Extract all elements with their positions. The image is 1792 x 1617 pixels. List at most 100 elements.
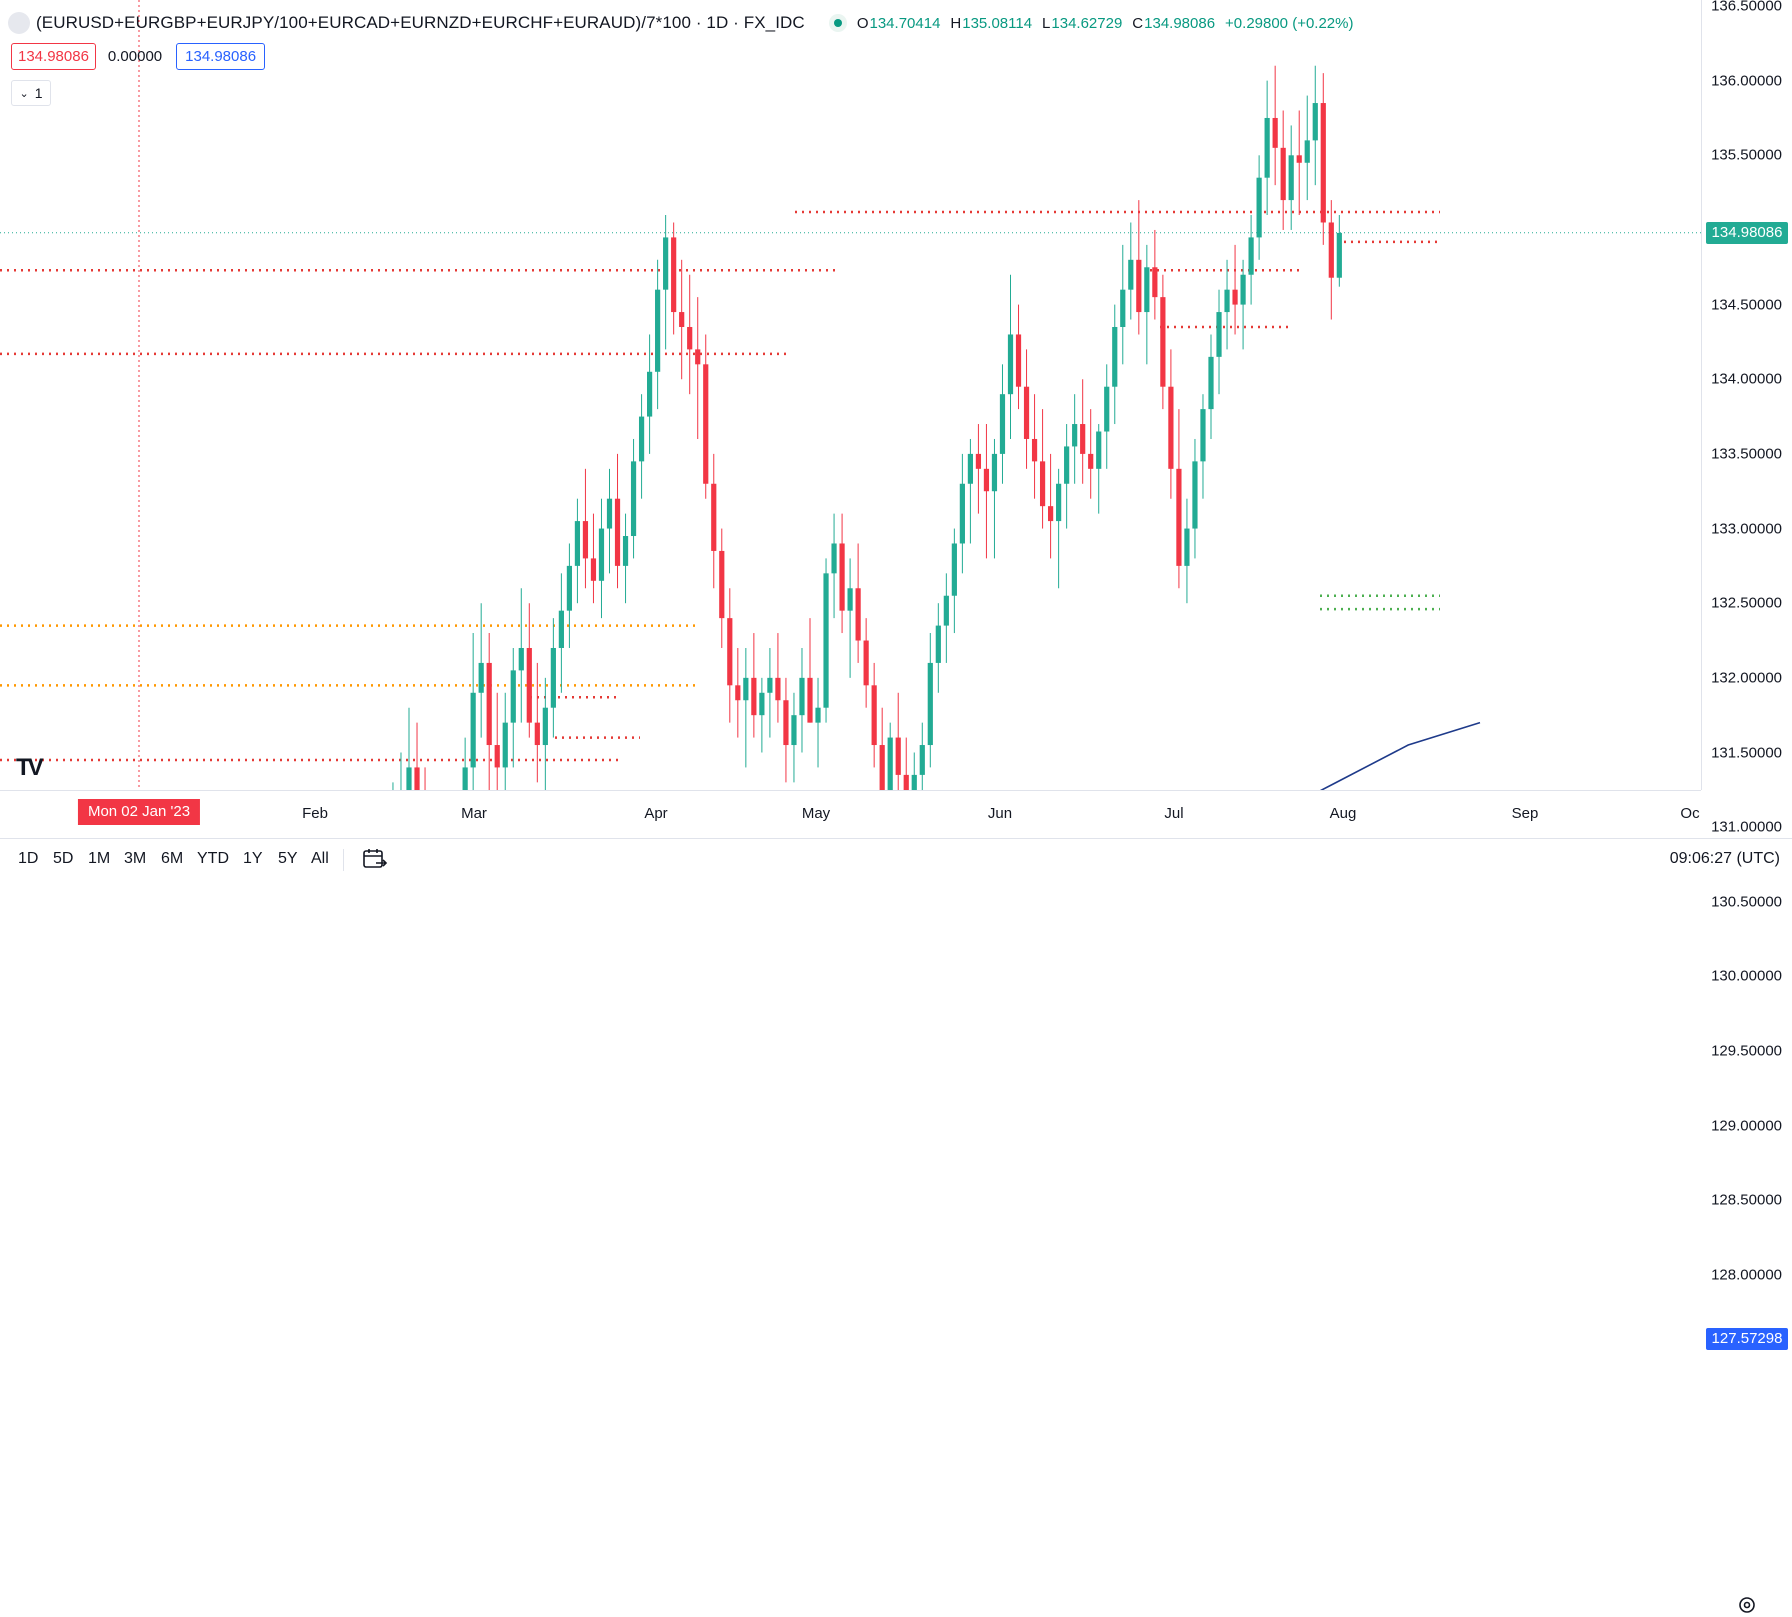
price-tick-label: 136.50000 — [1711, 0, 1782, 15]
candle-body-157 — [1264, 117, 1270, 178]
bottom-toolbar: 1D 5D 1M 3M 6M YTD 1Y 5Y All 09:06:27 (UTC) — [0, 838, 1792, 880]
candle-body-69 — [558, 610, 564, 648]
candle-body-66 — [534, 722, 540, 746]
candle-body-156 — [1256, 177, 1262, 238]
candle-body-126 — [1015, 334, 1022, 387]
candle-body-136 — [1096, 431, 1102, 469]
candle-body-101 — [815, 707, 821, 723]
candle-body-67 — [542, 707, 548, 746]
candle-body-50 — [406, 767, 412, 790]
candle-body-65 — [526, 647, 532, 723]
candle-body-142 — [1144, 267, 1150, 313]
price-tick-label: 129.00000 — [1711, 1117, 1782, 1135]
time-axis[interactable]: Feb Mar Apr May Jun Jul Aug Sep Oc Mon 02 Jan '23 — [0, 790, 1755, 1613]
tradingview-logo-icon[interactable]: TV — [16, 754, 44, 781]
ohlc-low-value: 134.62729 — [1051, 14, 1123, 32]
candle-body-84 — [679, 312, 685, 327]
timeframe-ytd-button[interactable]: YTD — [197, 850, 229, 867]
candle-body-62 — [502, 722, 508, 768]
legend: (EURUSD+EURGBP+EURJPY/100+EURCAD+EURNZD+… — [8, 12, 1363, 34]
timeframe-1d-button[interactable]: 1D — [18, 850, 39, 867]
chart-pane[interactable]: (EURUSD+EURGBP+EURJPY/100+EURCAD+EURNZD+… — [0, 0, 1701, 790]
ohlc-low: L134.62729 — [1042, 15, 1122, 32]
candle-body-80 — [647, 371, 653, 417]
candle-body-132 — [1064, 446, 1070, 484]
candle-body-51 — [414, 767, 420, 790]
ohlc-high-key: H — [950, 14, 962, 32]
candle-body-130 — [1048, 506, 1054, 522]
candle-body-146 — [1176, 468, 1182, 566]
timeframe-1m-button[interactable]: 1M — [88, 850, 111, 867]
price-tick-label: 131.50000 — [1711, 744, 1782, 761]
candle-body-70 — [566, 565, 572, 611]
price-tick-label: 134.00000 — [1711, 370, 1782, 388]
calendar-goto-date-icon[interactable] — [362, 847, 388, 871]
candle-body-73 — [590, 558, 597, 581]
candle-body-58 — [470, 692, 476, 768]
candle-body-122 — [983, 468, 990, 492]
candle-body-134 — [1080, 424, 1086, 454]
candle-body-72 — [582, 521, 589, 559]
candle-body-77 — [622, 536, 629, 566]
candle-body-98 — [791, 715, 797, 746]
candle-body-86 — [695, 349, 701, 365]
candle-body-76 — [614, 498, 621, 566]
candle-body-85 — [687, 326, 693, 350]
candle-body-123 — [991, 453, 998, 492]
buy-price-button[interactable]: 134.98086 — [176, 43, 266, 70]
candle-body-150 — [1208, 356, 1214, 410]
price-tick-label: 130.50000 — [1711, 893, 1782, 911]
candle-body-151 — [1216, 312, 1222, 357]
candle-body-119 — [959, 483, 965, 544]
candle-body-152 — [1224, 289, 1230, 313]
gear-icon[interactable] — [1735, 1593, 1759, 1617]
price-tick-label: 132.50000 — [1711, 594, 1782, 612]
time-tick-label: Oc — [1680, 805, 1700, 822]
timeframe-all-button[interactable]: All — [311, 850, 329, 867]
candle-body-115 — [927, 662, 933, 746]
price-axis[interactable]: 136.50000136.00000135.50000135.00000134.… — [1701, 0, 1792, 1350]
candle-body-74 — [598, 528, 605, 581]
timeframe-1y-button[interactable]: 1Y — [243, 850, 263, 867]
candle-body-114 — [919, 745, 925, 775]
chevron-down-icon: ⌄ — [19, 87, 29, 100]
candle-body-105 — [847, 588, 853, 611]
candle-body-145 — [1168, 386, 1174, 469]
utc-clock[interactable]: 09:06:27 (UTC) — [1669, 850, 1780, 867]
candle-body-92 — [743, 677, 749, 701]
symbol-title[interactable]: (EURUSD+EURGBP+EURJPY/100+EURCAD+EURNZD+… — [36, 13, 805, 32]
candle-body-139 — [1120, 289, 1126, 327]
timeframe-5d-button[interactable]: 5D — [53, 850, 74, 867]
price-tick-label: 133.50000 — [1711, 445, 1782, 463]
price-chart[interactable] — [0, 0, 1701, 790]
candle-body-163 — [1312, 103, 1318, 141]
candle-body-121 — [975, 453, 982, 469]
candle-body-144 — [1160, 297, 1166, 387]
indicators-toggle-button[interactable]: ⌄ 1 — [11, 80, 51, 106]
candle-body-131 — [1056, 483, 1062, 522]
candle-body-108 — [871, 685, 877, 746]
candle-body-110 — [887, 737, 893, 790]
timeframe-3m-button[interactable]: 3M — [124, 850, 147, 867]
ohlc-close-key: C — [1132, 14, 1144, 32]
candle-body-125 — [1007, 334, 1014, 395]
candle-body-133 — [1072, 424, 1078, 447]
candle-body-158 — [1272, 117, 1278, 148]
price-tick-label: 128.00000 — [1711, 1266, 1782, 1284]
price-tick-label: 136.00000 — [1711, 72, 1782, 90]
time-tick-label: Sep — [1511, 805, 1539, 822]
candle-body-120 — [967, 453, 973, 484]
sell-price-button[interactable]: 134.98086 — [11, 43, 96, 70]
candle-body-106 — [855, 588, 861, 641]
time-tick-label: Aug — [1329, 805, 1357, 822]
candle-body-137 — [1104, 386, 1110, 432]
toolbar-divider — [343, 849, 344, 871]
candle-body-79 — [638, 416, 645, 462]
market-status-icon[interactable] — [828, 14, 847, 32]
timeframe-6m-button[interactable]: 6M — [161, 850, 184, 867]
price-tick-label: 132.00000 — [1711, 669, 1782, 687]
timeframe-5y-button[interactable]: 5Y — [278, 850, 298, 867]
candle-body-129 — [1039, 461, 1046, 507]
candle-body-82 — [663, 237, 669, 290]
candle-body-68 — [550, 647, 556, 708]
